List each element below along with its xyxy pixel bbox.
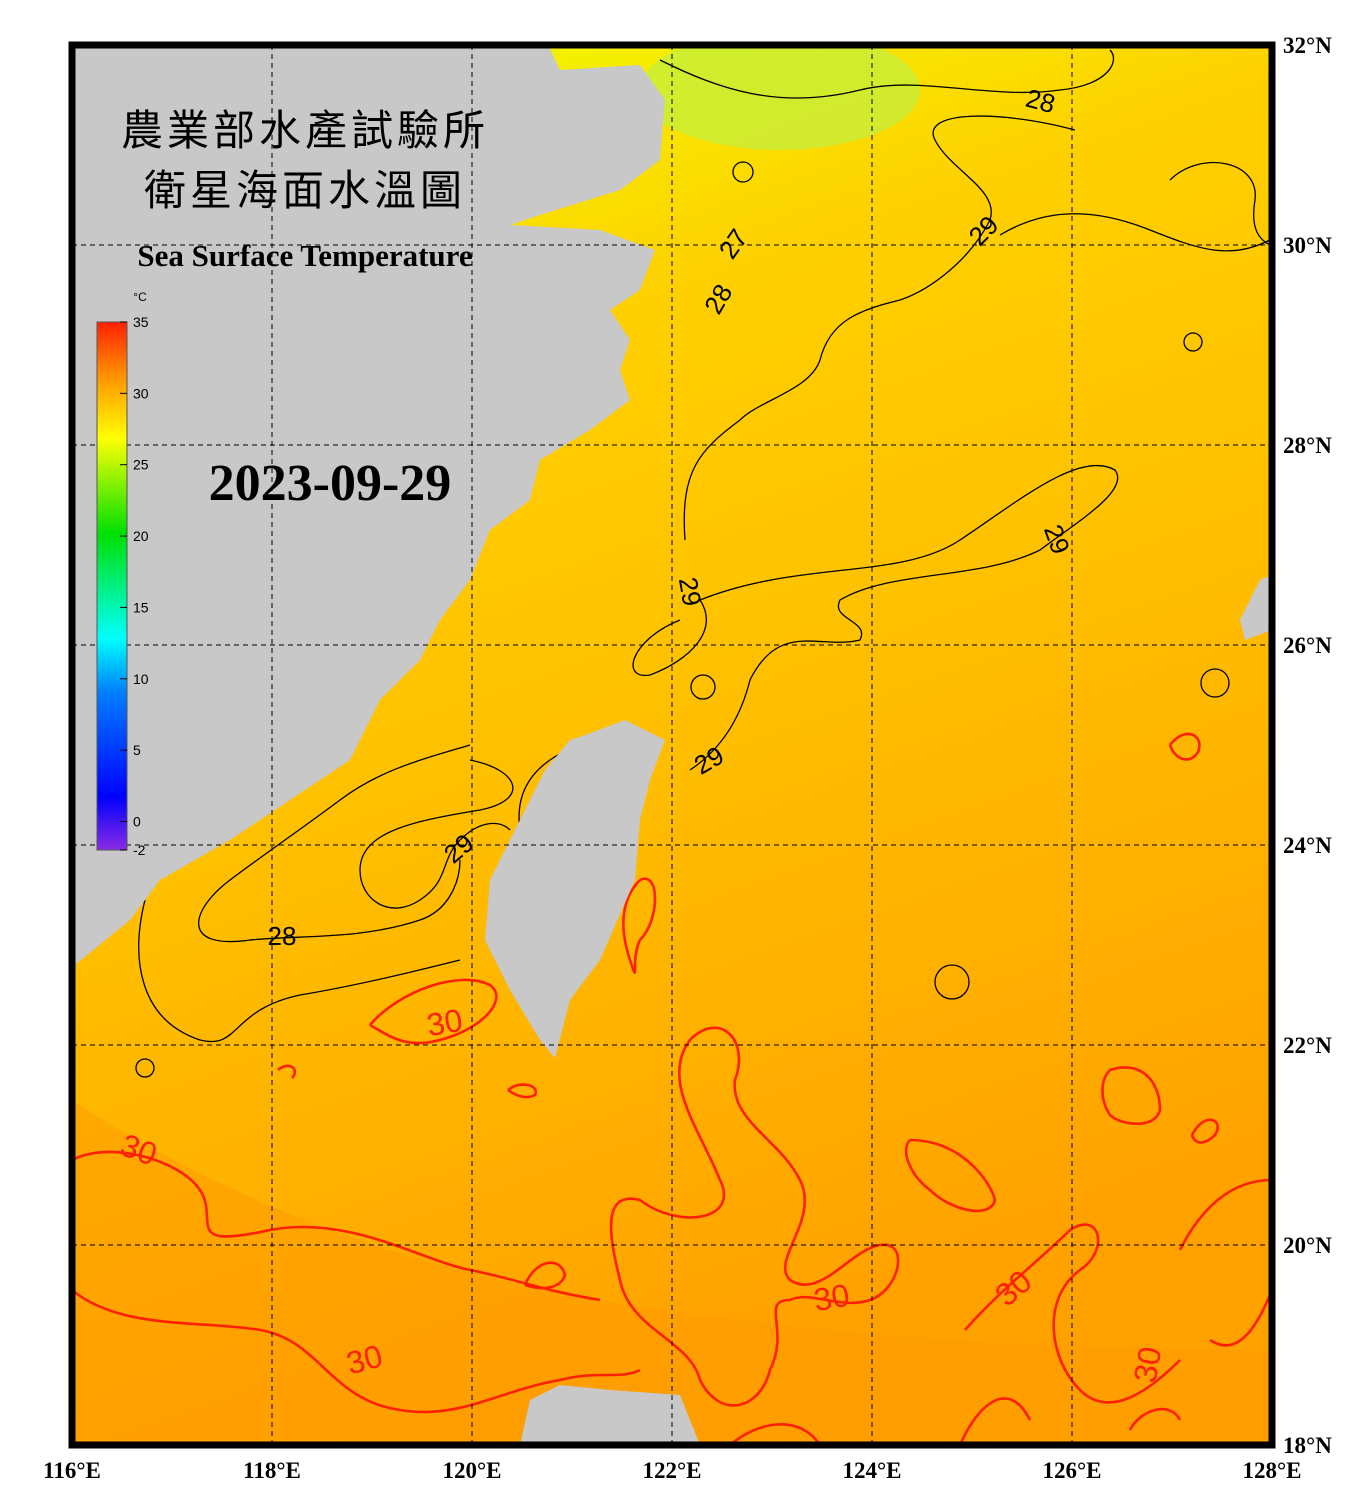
contours-red (72, 732, 1272, 1445)
contour-label: 30 (1127, 1344, 1169, 1385)
title-zh2: 衛星海面水溫圖 (144, 169, 466, 215)
lon-label: 124°E (842, 1458, 901, 1483)
axis-labels: 116°E 118°E 120°E 122°E 124°E 126°E 128°E 32°N 3… (43, 33, 1332, 1483)
lon-label: 128°E (1242, 1458, 1301, 1483)
lon-label: 116°E (43, 1458, 101, 1483)
lon-label: 126°E (1042, 1458, 1101, 1483)
taiwan (485, 720, 665, 1058)
title-zh: 農業部水產試驗所 (121, 108, 489, 155)
contour-label: 30 (424, 1002, 465, 1044)
colorbar-unit: °C (133, 290, 147, 304)
subtitle: Sea Surface Temperature (137, 238, 472, 273)
island (1240, 575, 1272, 640)
lon-label: 118°E (243, 1458, 301, 1483)
colorbar-tick-label: 5 (133, 742, 141, 758)
colorbar-tick-label: 30 (133, 385, 149, 401)
colorbar-tick-label: 15 (133, 599, 149, 615)
lat-label: 20°N (1283, 1233, 1332, 1258)
colorbar-tick-label: -2 (133, 842, 146, 858)
contour-label: 28 (268, 921, 297, 951)
colorbar-ticks: 35 30 25 20 15 10 5 0 -2 (120, 314, 149, 858)
date: 2023-09-29 (209, 455, 452, 512)
lat-label: 18°N (1283, 1433, 1332, 1458)
graticule (72, 45, 1272, 1445)
lat-label: 26°N (1283, 633, 1332, 658)
lat-label: 28°N (1283, 433, 1332, 458)
colorbar-tick-label: 0 (133, 813, 141, 829)
lat-label: 24°N (1283, 833, 1332, 858)
luzon (520, 1385, 700, 1445)
lat-label: 22°N (1283, 1033, 1332, 1058)
mainland (72, 45, 665, 965)
colorbar-tick-label: 35 (133, 314, 149, 330)
contours-black (135, 49, 1271, 1078)
warm-water (72, 1100, 1272, 1445)
colorbar-tick-label: 10 (133, 671, 149, 687)
map-frame (68, 41, 1276, 1449)
contour-label: 30 (811, 1277, 852, 1319)
lon-label: 122°E (642, 1458, 701, 1483)
contour-label: 29 (673, 575, 708, 609)
colorbar (96, 321, 128, 851)
colorbar-tick-label: 20 (133, 528, 149, 544)
lat-label: 30°N (1283, 233, 1332, 258)
colorbar-tick-label: 25 (133, 457, 149, 473)
lat-label: 32°N (1283, 33, 1332, 58)
lon-label: 120°E (442, 1458, 501, 1483)
